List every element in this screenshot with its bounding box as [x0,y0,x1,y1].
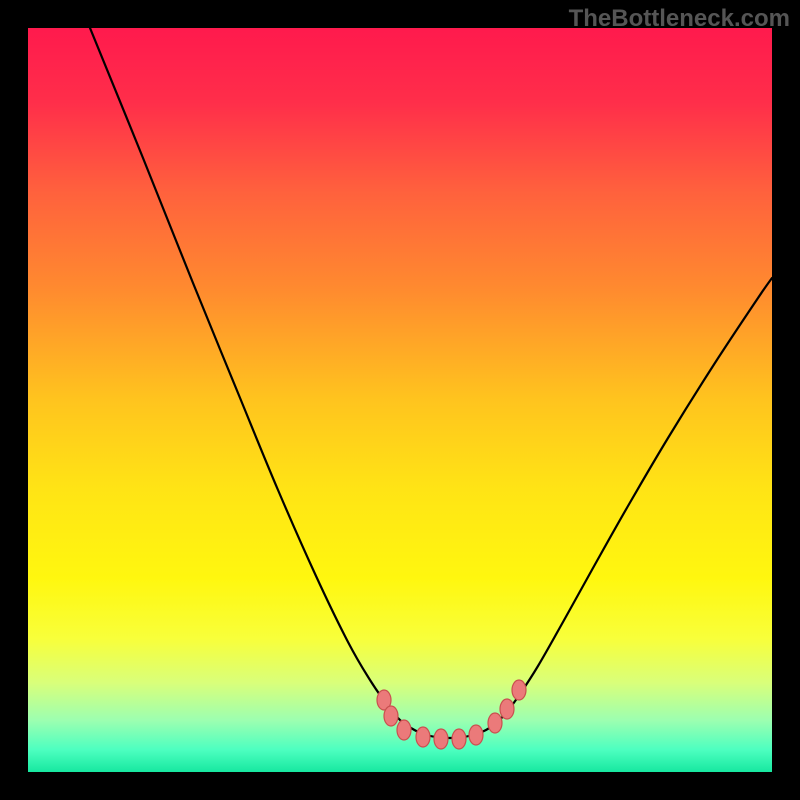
data-marker [500,699,514,719]
chart-frame: TheBottleneck.com [0,0,800,800]
data-marker [452,729,466,749]
data-marker [416,727,430,747]
data-marker [434,729,448,749]
plot-area [28,28,772,772]
watermark-text: TheBottleneck.com [569,5,790,33]
gradient-background [28,28,772,772]
data-marker [397,720,411,740]
data-marker [384,706,398,726]
data-marker [488,713,502,733]
data-marker [469,725,483,745]
data-marker [512,680,526,700]
bottleneck-curve-chart [28,28,772,772]
